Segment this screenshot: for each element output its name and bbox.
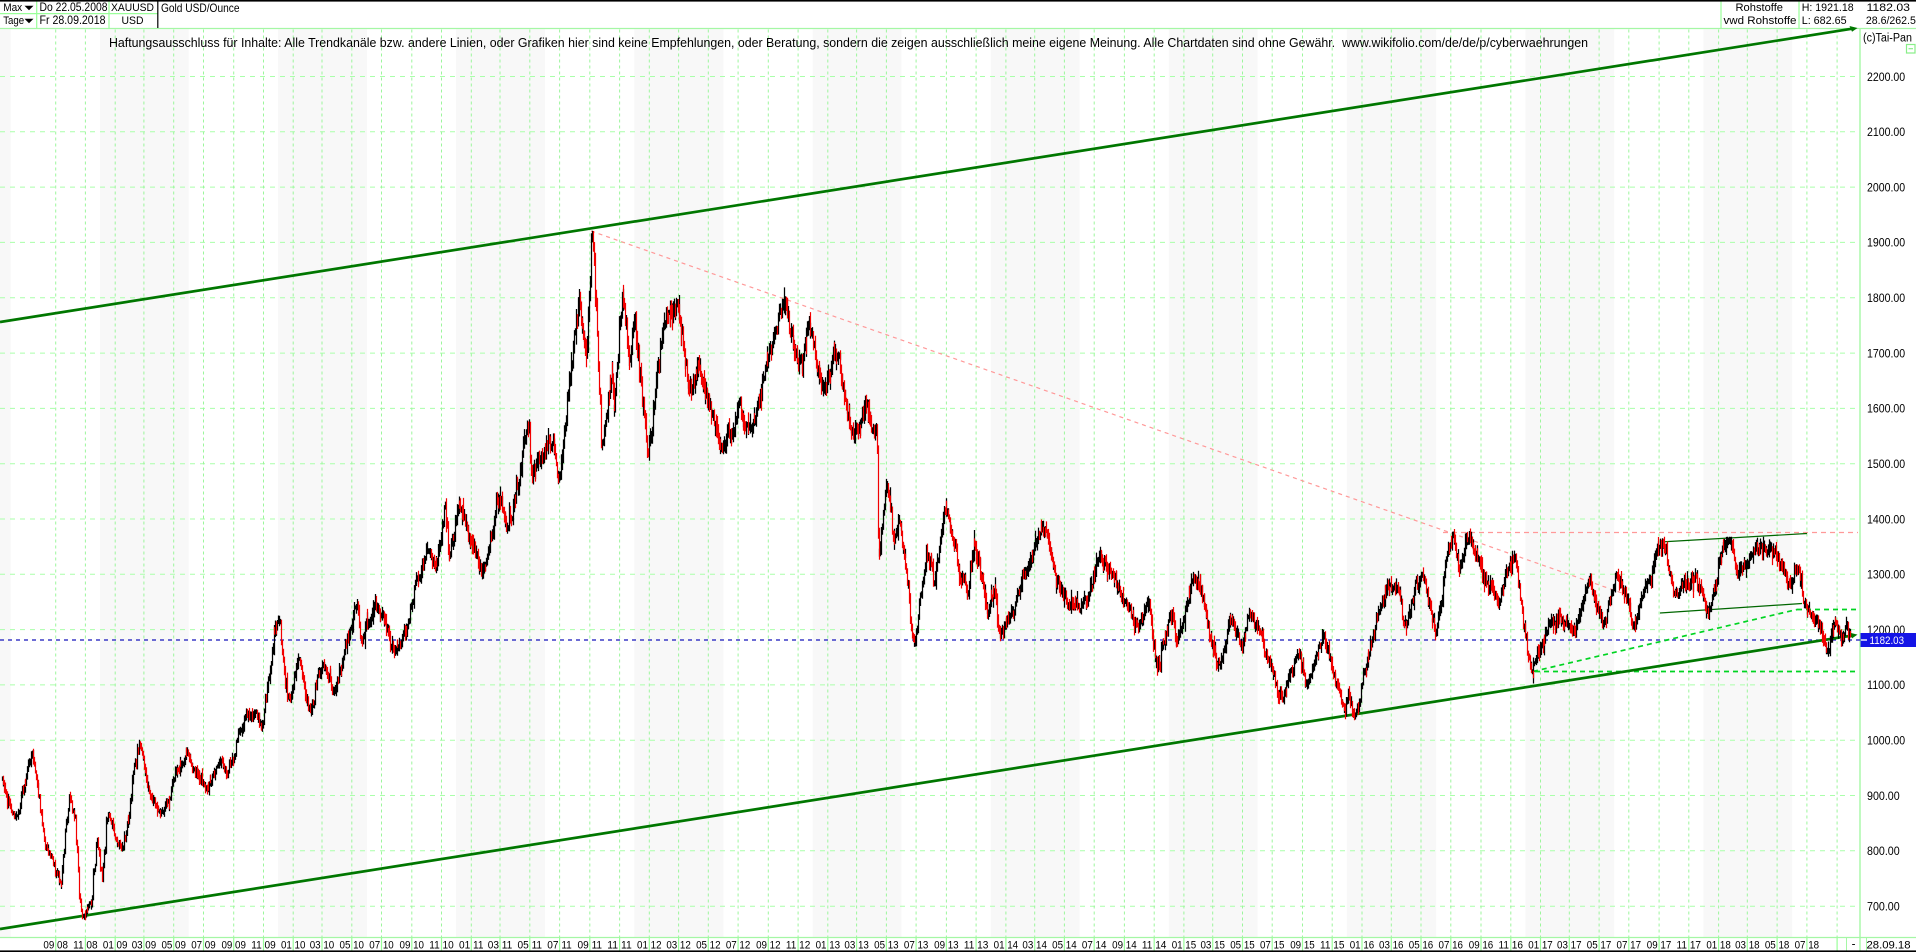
svg-text:Haftungsausschluss für Inhalte: Haftungsausschluss für Inhalte: Alle Tre… [109,35,1588,50]
svg-text:05 12: 05 12 [696,939,721,951]
svg-text:07 17: 07 17 [1617,939,1642,951]
svg-text:09 15: 09 15 [1290,939,1315,951]
svg-text:07 09: 07 09 [191,939,216,951]
svg-text:03 12: 03 12 [666,939,691,951]
svg-text:07 18: 07 18 [1795,939,1820,951]
svg-text:05 16: 05 16 [1409,939,1434,951]
svg-text:01 13: 01 13 [816,939,841,951]
svg-text:1000.00: 1000.00 [1867,734,1905,748]
svg-text:01 17: 01 17 [1528,939,1553,951]
svg-text:03 11: 03 11 [488,939,513,951]
svg-text:H: 1921.18: H: 1921.18 [1802,2,1854,14]
svg-text:11 13: 11 13 [964,939,989,951]
svg-text:05 13: 05 13 [874,939,899,951]
svg-text:XAUUSD: XAUUSD [111,2,154,14]
svg-text:1300.00: 1300.00 [1867,568,1905,582]
svg-text:2000.00: 2000.00 [1867,180,1905,194]
svg-text:800.00: 800.00 [1867,844,1900,858]
svg-text:01 15: 01 15 [1172,939,1197,951]
svg-text:11 10: 11 10 [429,939,454,951]
svg-text:11 12: 11 12 [786,939,811,951]
svg-text:05 14: 05 14 [1052,939,1077,951]
svg-text:11 16: 11 16 [1499,939,1524,951]
svg-text:L: 682.65: L: 682.65 [1802,15,1847,27]
svg-text:vwd Rohstoffe: vwd Rohstoffe [1724,15,1797,27]
svg-text:09 16: 09 16 [1469,939,1494,951]
svg-text:Fr 28.09.2018: Fr 28.09.2018 [40,14,106,27]
svg-text:(c)Tai-Pan: (c)Tai-Pan [1863,32,1912,44]
svg-text:05 15: 05 15 [1230,939,1255,951]
svg-text:1700.00: 1700.00 [1867,346,1905,360]
svg-text:09 14: 09 14 [1112,939,1137,951]
svg-text:1182.03: 1182.03 [1870,635,1905,647]
svg-text:28.6/262.5: 28.6/262.5 [1866,15,1916,27]
svg-text:03 16: 03 16 [1379,939,1404,951]
svg-text:01 09: 01 09 [103,939,128,951]
svg-text:07 13: 07 13 [904,939,929,951]
svg-text:1500.00: 1500.00 [1867,457,1905,471]
svg-text:05 17: 05 17 [1587,939,1612,951]
svg-text:09 09: 09 09 [221,939,246,951]
svg-text:Max: Max [3,2,22,14]
svg-text:07 14: 07 14 [1082,939,1107,951]
svg-text:07 16: 07 16 [1439,939,1464,951]
svg-text:01 11: 01 11 [459,939,484,951]
svg-text:2200.00: 2200.00 [1867,70,1905,84]
svg-text:700.00: 700.00 [1867,899,1900,913]
svg-text:2100.00: 2100.00 [1867,125,1905,139]
svg-text:03 14: 03 14 [1022,939,1047,951]
svg-text:09 08: 09 08 [43,939,68,951]
svg-text:05 18: 05 18 [1765,939,1790,951]
svg-text:09 17: 09 17 [1647,939,1672,951]
svg-text:1600.00: 1600.00 [1867,402,1905,416]
svg-text:1100.00: 1100.00 [1867,678,1905,692]
svg-text:1800.00: 1800.00 [1867,291,1905,305]
svg-text:1900.00: 1900.00 [1867,236,1905,250]
svg-text:11 15: 11 15 [1320,939,1345,951]
svg-text:07 10: 07 10 [369,939,394,951]
svg-text:01 18: 01 18 [1706,939,1731,951]
svg-text:07 12: 07 12 [726,939,751,951]
svg-text:09 13: 09 13 [934,939,959,951]
svg-text:Do 22.05.2008: Do 22.05.2008 [40,1,108,14]
svg-text:07 15: 07 15 [1260,939,1285,951]
svg-text:09 10: 09 10 [400,939,425,951]
svg-text:09 11: 09 11 [578,939,603,951]
svg-text:03 09: 03 09 [132,939,157,951]
svg-text:01 16: 01 16 [1350,939,1375,951]
svg-text:05 09: 05 09 [161,939,186,951]
svg-text:11 11: 11 11 [607,939,632,951]
svg-text:09 12: 09 12 [756,939,781,951]
svg-text:11 08: 11 08 [73,939,98,951]
svg-text:03 17: 03 17 [1557,939,1582,951]
svg-text:-: - [1852,939,1856,951]
svg-text:Gold USD/Ounce: Gold USD/Ounce [161,1,240,15]
svg-text:01 10: 01 10 [281,939,306,951]
svg-text:11 17: 11 17 [1677,939,1702,951]
svg-text:03 13: 03 13 [844,939,869,951]
svg-text:05 11: 05 11 [518,939,543,951]
svg-text:03 18: 03 18 [1735,939,1760,951]
svg-text:Tage: Tage [3,15,24,27]
svg-text:Rohstoffe: Rohstoffe [1736,2,1784,14]
svg-text:1400.00: 1400.00 [1867,512,1905,526]
svg-text:01 14: 01 14 [994,939,1019,951]
svg-text:1182.03: 1182.03 [1867,2,1911,14]
svg-text:05 10: 05 10 [340,939,365,951]
svg-text:28.09.18: 28.09.18 [1867,939,1911,951]
svg-text:07 11: 07 11 [547,939,572,951]
svg-text:01 12: 01 12 [637,939,662,951]
svg-text:11 14: 11 14 [1142,939,1167,951]
svg-text:03 10: 03 10 [310,939,335,951]
svg-text:900.00: 900.00 [1867,789,1900,803]
svg-text:11 09: 11 09 [251,939,276,951]
svg-text:03 15: 03 15 [1200,939,1225,951]
svg-text:USD: USD [122,15,144,27]
